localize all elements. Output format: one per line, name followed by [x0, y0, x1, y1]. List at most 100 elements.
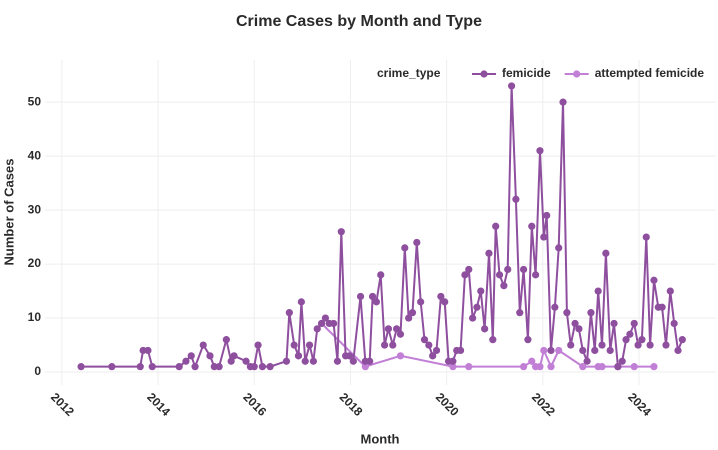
- point: [372, 298, 381, 306]
- point: [254, 341, 262, 349]
- point: [413, 238, 421, 247]
- point: [547, 346, 555, 355]
- point: [528, 222, 536, 230]
- point: [519, 363, 528, 371]
- point: [563, 309, 571, 317]
- point: [294, 352, 303, 360]
- y-tick-label: 20: [28, 256, 42, 270]
- point: [266, 363, 274, 371]
- x-tick-label: 2016: [240, 390, 269, 419]
- point: [420, 336, 429, 344]
- point: [591, 346, 599, 355]
- x-tick-label: 2012: [48, 390, 77, 419]
- point: [658, 303, 666, 311]
- point: [638, 336, 646, 344]
- point: [301, 357, 309, 365]
- point: [408, 309, 417, 317]
- point: [555, 244, 563, 252]
- point: [144, 346, 152, 355]
- point: [583, 357, 591, 365]
- point: [432, 346, 441, 355]
- point: [368, 292, 377, 301]
- point: [598, 341, 606, 349]
- point: [282, 357, 291, 365]
- y-tick-label: 30: [28, 202, 42, 216]
- legend-label: attempted femicide: [595, 66, 705, 80]
- point: [361, 363, 369, 371]
- point: [547, 363, 555, 371]
- point: [571, 319, 579, 328]
- point: [441, 298, 449, 306]
- point: [349, 357, 357, 365]
- point: [309, 357, 317, 365]
- point: [567, 341, 575, 349]
- point: [290, 341, 298, 349]
- point: [500, 282, 508, 290]
- point: [630, 319, 638, 328]
- point: [512, 195, 520, 203]
- point: [429, 352, 437, 360]
- point: [380, 341, 389, 349]
- point: [481, 325, 489, 333]
- point: [77, 363, 85, 371]
- point: [377, 271, 385, 279]
- point: [614, 363, 622, 371]
- point: [321, 314, 330, 322]
- point: [516, 309, 524, 317]
- point: [384, 325, 393, 333]
- point: [666, 287, 674, 295]
- point: [543, 211, 551, 220]
- point: [175, 363, 183, 371]
- point: [465, 265, 473, 274]
- point: [449, 363, 457, 371]
- legend-label: femicide: [502, 66, 551, 80]
- point: [469, 314, 477, 322]
- point: [674, 346, 682, 355]
- point: [333, 357, 342, 365]
- point: [305, 341, 314, 349]
- point: [618, 357, 626, 365]
- y-tick-label: 40: [28, 148, 42, 162]
- point: [396, 352, 405, 360]
- point: [393, 325, 401, 333]
- point: [313, 325, 321, 333]
- point: [330, 319, 338, 328]
- point: [670, 319, 678, 328]
- point: [594, 287, 602, 295]
- point: [191, 363, 199, 371]
- point: [206, 352, 214, 360]
- point: [662, 341, 670, 349]
- point: [579, 346, 587, 355]
- point: [366, 357, 374, 365]
- point: [551, 303, 559, 311]
- x-tick-label: 2018: [337, 390, 366, 419]
- point: [540, 346, 548, 355]
- point: [602, 249, 610, 257]
- point: [222, 336, 230, 344]
- y-axis-title: Number of Cases: [1, 159, 16, 266]
- point: [396, 330, 405, 338]
- point: [425, 341, 433, 349]
- x-axis-title: Month: [361, 431, 400, 446]
- point: [495, 271, 504, 279]
- point: [417, 298, 425, 306]
- point: [437, 292, 445, 301]
- point: [575, 325, 583, 333]
- point: [297, 298, 305, 306]
- line: [81, 85, 684, 370]
- point: [634, 341, 642, 349]
- y-tick-label: 10: [28, 310, 42, 324]
- point: [317, 319, 326, 328]
- point: [678, 336, 686, 344]
- point: [242, 357, 250, 365]
- point: [610, 319, 618, 328]
- point: [532, 271, 540, 279]
- point: [465, 363, 473, 371]
- chart-title: Crime Cases by Month and Type: [236, 13, 482, 30]
- point: [630, 363, 638, 371]
- point: [405, 314, 413, 322]
- x-tick-label: 2020: [433, 390, 462, 419]
- point: [489, 336, 497, 344]
- point: [389, 341, 397, 349]
- point: [540, 233, 548, 241]
